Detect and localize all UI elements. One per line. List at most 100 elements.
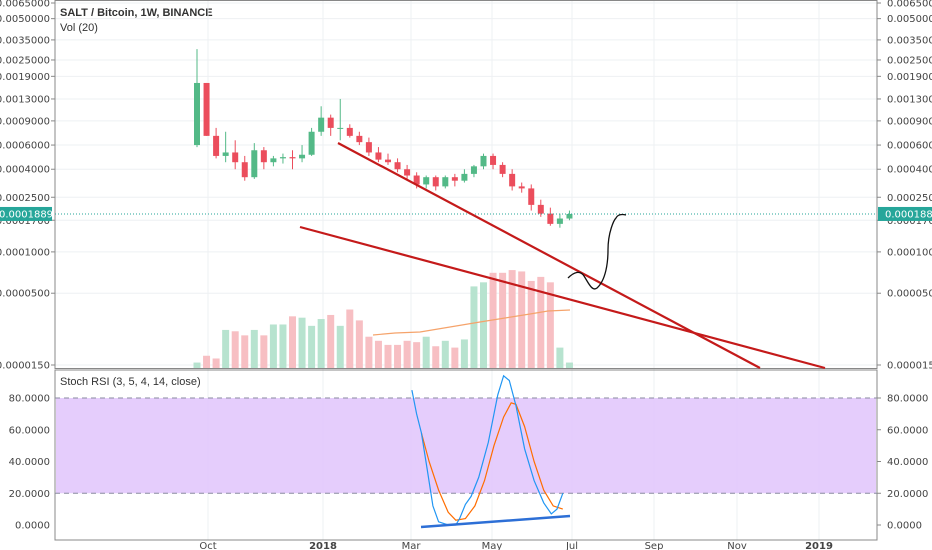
volume-bar	[279, 324, 287, 368]
price-tick-right: 0.0000500	[887, 289, 932, 300]
volume-bar	[317, 319, 325, 368]
volume-bar	[470, 286, 478, 368]
candle-body	[566, 213, 573, 219]
price-tick-left: 0.0001700	[0, 216, 50, 227]
candle-body	[279, 157, 286, 159]
projection-path	[567, 213, 627, 290]
volume-bar	[336, 325, 344, 368]
volume-bar	[480, 282, 487, 368]
volume-bar	[355, 320, 363, 368]
volume-bar	[269, 324, 277, 368]
price-tick-right: 0.0050000	[887, 14, 932, 25]
price-tick-right: 0.0006000	[887, 141, 932, 152]
volume-bar	[298, 317, 306, 368]
candle-body	[556, 218, 563, 224]
rsi-support-line	[420, 514, 571, 529]
candle-body	[413, 175, 420, 185]
candle-body	[356, 135, 363, 143]
volume-bar	[327, 314, 335, 368]
volume-bar	[308, 325, 316, 368]
candle-body	[442, 177, 449, 187]
candle-body	[470, 166, 477, 174]
candle-body	[346, 127, 353, 136]
candle-body	[385, 159, 391, 163]
volume-bar	[422, 336, 430, 368]
volume-bar	[546, 282, 554, 368]
volume-bar	[432, 346, 440, 368]
rsi-band	[56, 398, 876, 494]
price-tick-left: 0.0004000	[0, 165, 50, 176]
stoch-rsi-k-line	[411, 374, 564, 526]
price-tick-left: 0.0001000	[0, 247, 50, 258]
price-tick-left: 0.0009000	[0, 116, 50, 127]
stoch-rsi-d-line	[420, 402, 563, 521]
volume-bar	[441, 340, 449, 368]
volume-bar	[403, 340, 411, 368]
volume-bar	[260, 335, 268, 368]
candle-body	[480, 155, 487, 167]
rsi-tick-right: 40.0000	[887, 457, 928, 468]
price-tick-right: 0.0001000	[887, 247, 932, 258]
time-tick-label: 2019	[805, 541, 833, 550]
candle-body	[232, 152, 239, 163]
time-tick-label: Jul	[565, 541, 578, 550]
volume-bar	[231, 331, 239, 368]
volume-bar	[250, 329, 258, 368]
upper-trendline	[337, 142, 761, 369]
candle-body	[308, 131, 315, 155]
lower-trendline	[299, 225, 826, 370]
price-tick-right: 0.0019000	[887, 72, 932, 83]
volume-bar	[384, 344, 392, 368]
candle-body	[537, 204, 544, 214]
rsi-tick-left: 20.0000	[9, 489, 50, 500]
time-tick-label: 2018	[309, 541, 337, 550]
rsi-tick-left: 0.0000	[15, 521, 50, 532]
candle-body	[375, 152, 382, 160]
price-tick-left: 0.0006000	[0, 141, 50, 152]
rsi-tick-right: 60.0000	[887, 425, 928, 436]
candle-body	[432, 177, 439, 187]
time-tick-label: Sep	[645, 541, 664, 550]
rsi-tick-right: 20.0000	[887, 489, 928, 500]
price-tick-right: 0.0025000	[887, 55, 932, 66]
volume-bar	[394, 344, 402, 368]
volume-bar	[374, 340, 382, 368]
last-price-label-left: 0.0001889	[0, 209, 53, 220]
volume-bar	[499, 272, 507, 368]
price-tick-left: 0.0065000	[0, 0, 50, 10]
candle-body	[423, 177, 430, 185]
candle-body	[365, 142, 372, 153]
rsi-tick-left: 40.0000	[9, 457, 50, 468]
volume-bar	[193, 362, 201, 368]
candle-body	[270, 158, 277, 163]
price-tick-left: 0.0025000	[0, 55, 50, 66]
candle-body	[203, 82, 210, 136]
rsi-tick-left: 60.0000	[9, 425, 50, 436]
candle-body	[518, 186, 525, 189]
price-tick-left: 0.0035000	[0, 35, 50, 46]
price-tick-left: 0.0013000	[0, 94, 50, 105]
candle-body	[337, 127, 344, 129]
volume-bar	[460, 339, 468, 368]
candle-body	[194, 82, 200, 146]
candle-body	[213, 135, 220, 156]
candle-body	[241, 162, 248, 178]
volume-bar	[289, 316, 296, 368]
volume-bar	[556, 347, 564, 368]
volume-bar	[527, 280, 535, 368]
candle-body	[222, 152, 229, 156]
chart-title: SALT / Bitcoin, 1W, BINANCE	[60, 7, 213, 19]
candle-body	[260, 150, 267, 163]
price-tick-right: 0.0000150	[887, 361, 932, 372]
volume-bar	[212, 358, 220, 368]
price-tick-right: 0.0013000	[887, 94, 932, 105]
time-tick-label: Nov	[727, 541, 747, 550]
candle-body	[289, 157, 296, 159]
price-tick-right: 0.0009000	[887, 116, 932, 127]
price-tick-left: 0.0019000	[0, 72, 50, 83]
candle-body	[451, 177, 458, 181]
price-tick-left: 0.0050000	[0, 14, 50, 25]
candle-body	[499, 164, 506, 174]
rsi-tick-right: 0.0000	[887, 521, 922, 532]
